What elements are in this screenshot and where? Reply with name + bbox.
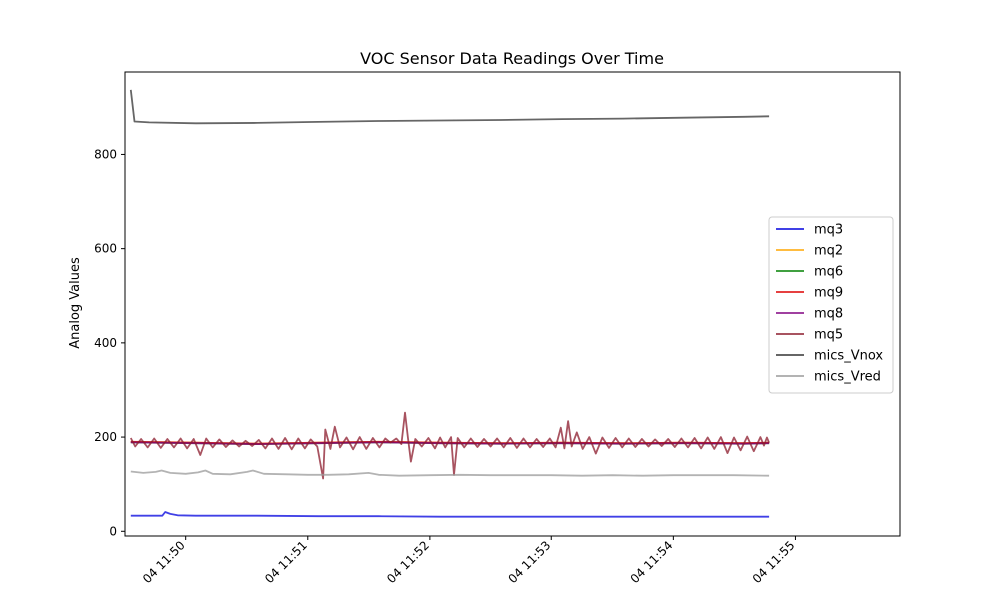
- chart-title: VOC Sensor Data Readings Over Time: [360, 49, 664, 68]
- legend-label-mq2: mq2: [814, 244, 843, 259]
- y-tick-label: 400: [94, 336, 117, 350]
- series-line-mics-vred: [130, 469, 770, 477]
- y-axis: 0 200 400 600 800: [94, 147, 125, 538]
- series-line-mq3: [130, 511, 770, 518]
- y-tick-label: 600: [94, 242, 117, 256]
- legend-box: [768, 216, 894, 394]
- legend-label-mq9: mq9: [814, 286, 843, 301]
- plot-frame: [124, 71, 901, 537]
- x-tick-label: 04 11:55: [750, 538, 798, 586]
- legend-label-mq8: mq8: [814, 307, 843, 322]
- x-tick-label: 04 11:50: [140, 538, 188, 586]
- y-axis-label: Analog Values: [68, 257, 83, 349]
- x-tick-label: 04 11:54: [628, 538, 676, 586]
- x-axis: 04 11:50 04 11:51 04 11:52 04 11:53 04 11:54…: [140, 536, 798, 586]
- legend-label-mq3: mq3: [814, 223, 843, 238]
- series-line-mics-vnox: [129, 89, 770, 125]
- legend-label-mq6: mq6: [814, 265, 843, 280]
- series-line-mq5: [130, 411, 770, 480]
- legend-label-mics-vnox: mics_Vnox: [814, 349, 883, 364]
- x-tick-label: 04 11:51: [262, 538, 310, 586]
- legend-label-mics-vred: mics_Vred: [814, 370, 881, 385]
- y-tick-label: 800: [94, 147, 117, 161]
- x-tick-label: 04 11:52: [384, 538, 432, 586]
- y-tick-label: 200: [94, 430, 117, 444]
- series-layer: [129, 89, 770, 518]
- x-tick-label: 04 11:53: [506, 538, 554, 586]
- legend: mq3 mq2 mq6 mq9 mq8 mq5 mics_Vnox mics_Vred: [768, 216, 894, 394]
- y-tick-label: 0: [109, 524, 117, 538]
- legend-label-mq5: mq5: [814, 328, 843, 343]
- series-line-mq8: [130, 441, 770, 445]
